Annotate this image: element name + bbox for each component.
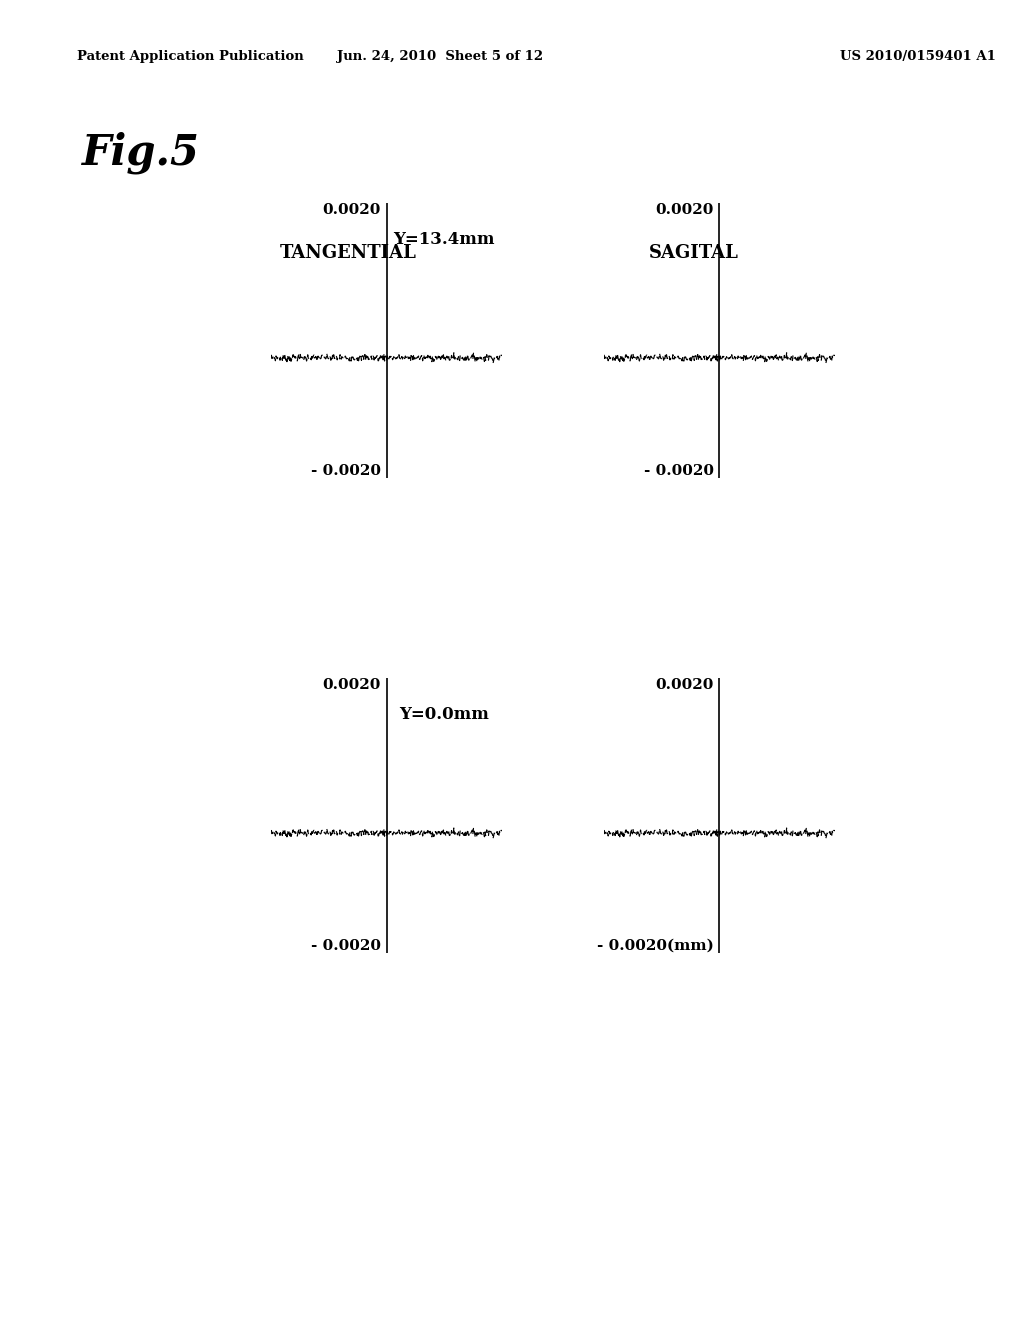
- Text: - 0.0020: - 0.0020: [644, 463, 714, 478]
- Text: SAGITAL: SAGITAL: [649, 244, 739, 263]
- Text: 0.0020: 0.0020: [323, 678, 381, 693]
- Text: 0.0020: 0.0020: [655, 203, 714, 218]
- Text: - 0.0020: - 0.0020: [311, 939, 381, 953]
- Text: Fig.5: Fig.5: [82, 132, 200, 174]
- Text: 0.0020: 0.0020: [323, 203, 381, 218]
- Text: 0.0020: 0.0020: [655, 678, 714, 693]
- Text: Jun. 24, 2010  Sheet 5 of 12: Jun. 24, 2010 Sheet 5 of 12: [337, 50, 544, 63]
- Text: - 0.0020(mm): - 0.0020(mm): [597, 939, 714, 953]
- Text: - 0.0020: - 0.0020: [311, 463, 381, 478]
- Text: TANGENTIAL: TANGENTIAL: [280, 244, 417, 263]
- Text: Y=13.4mm: Y=13.4mm: [393, 231, 495, 248]
- Text: Patent Application Publication: Patent Application Publication: [77, 50, 303, 63]
- Text: Y=0.0mm: Y=0.0mm: [399, 706, 489, 723]
- Text: US 2010/0159401 A1: US 2010/0159401 A1: [840, 50, 995, 63]
